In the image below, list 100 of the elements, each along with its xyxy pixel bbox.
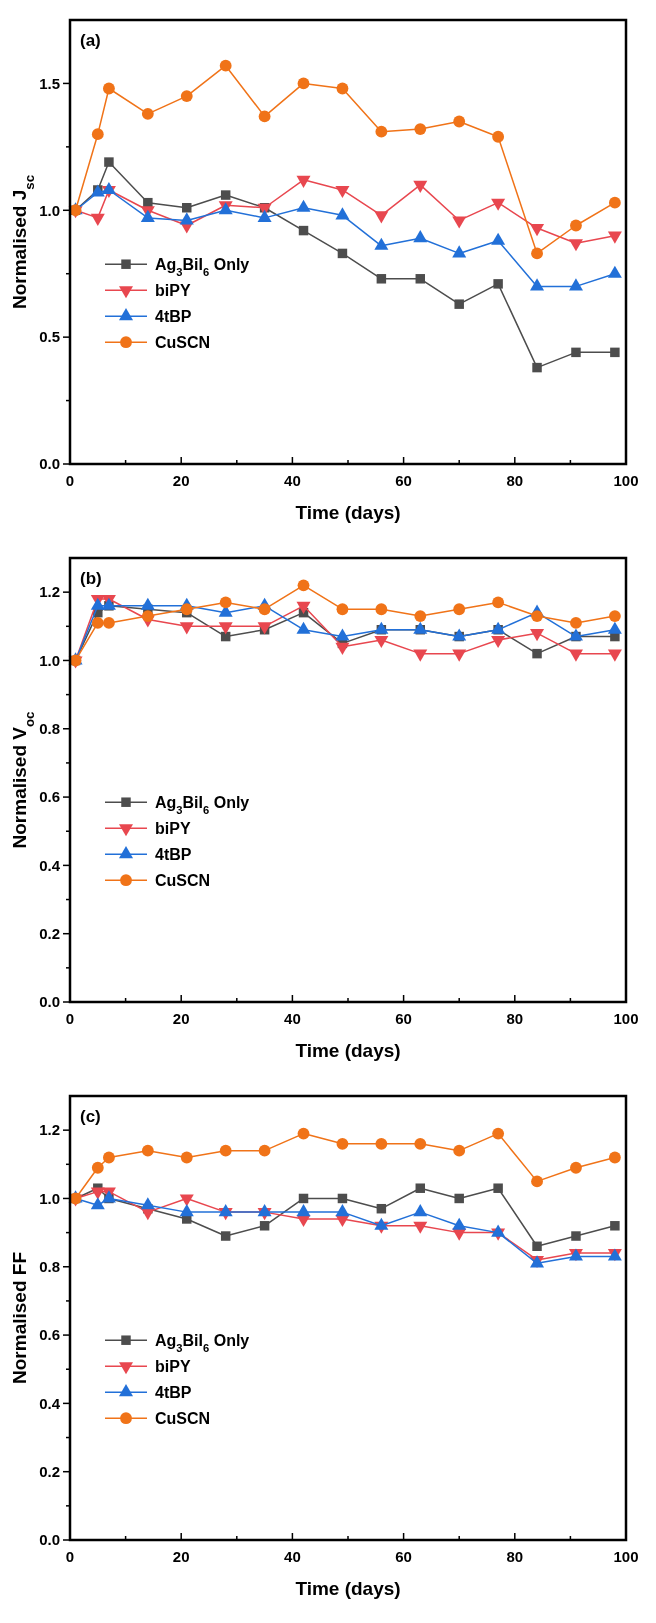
annotation: (c): [80, 1107, 101, 1126]
x-tick-label: 20: [172, 472, 190, 489]
x-tick-label: 60: [395, 1548, 412, 1565]
point: [179, 212, 194, 225]
point: [335, 207, 350, 220]
y-tick-label: 1.2: [39, 583, 60, 601]
point: [413, 1221, 428, 1234]
point: [91, 1161, 104, 1174]
y-tick-label: 0.4: [39, 1394, 61, 1412]
point: [258, 1144, 271, 1157]
y-tick-label: 0.2: [39, 924, 60, 942]
legend-label: 4tBP: [155, 1383, 192, 1401]
point: [219, 1144, 232, 1157]
point: [571, 1231, 581, 1241]
x-tick-label: 60: [395, 1010, 412, 1027]
x-tick-label: 100: [613, 1010, 639, 1027]
point: [413, 230, 428, 243]
point: [608, 1151, 621, 1164]
y-tick-label: 0.0: [39, 455, 60, 473]
y-tick-label: 0.6: [39, 788, 60, 806]
legend-label: CuSCN: [155, 333, 211, 351]
legend-label: CuSCN: [155, 871, 211, 889]
y-tick-label: 0.8: [39, 720, 60, 738]
point: [568, 278, 583, 291]
x-tick-label: 20: [172, 1010, 190, 1027]
point: [415, 274, 426, 284]
point: [336, 1137, 349, 1150]
point: [103, 1151, 115, 1164]
point: [298, 225, 309, 236]
y-tick-label: 0.0: [39, 993, 60, 1011]
point: [531, 247, 543, 260]
legend-label: biPY: [155, 819, 191, 837]
y-tick-label: 0.8: [39, 1258, 60, 1276]
point: [608, 196, 621, 209]
point: [530, 278, 545, 291]
point: [454, 1193, 464, 1204]
point: [298, 1193, 309, 1204]
point: [610, 1221, 620, 1231]
x-tick-label: 20: [172, 1548, 190, 1565]
point: [532, 1241, 542, 1252]
point: [180, 90, 193, 103]
x-tick-label: 80: [506, 1010, 524, 1027]
legend-label: 4tBP: [155, 307, 192, 325]
point: [571, 347, 581, 358]
point: [376, 1203, 387, 1214]
y-tick-label: 0.5: [39, 328, 60, 346]
point: [375, 125, 388, 138]
point: [531, 1175, 543, 1188]
legend-label: CuSCN: [155, 1409, 211, 1427]
point: [218, 1204, 233, 1217]
point: [337, 248, 348, 259]
y-tick-label: 1.0: [39, 651, 60, 669]
x-tick-label: 40: [284, 1548, 301, 1565]
point: [454, 299, 464, 309]
point: [532, 362, 542, 373]
point: [453, 115, 466, 128]
x-axis-title: Time (days): [295, 1040, 401, 1061]
point: [413, 180, 428, 193]
point: [220, 190, 231, 200]
point: [219, 59, 232, 72]
point: [335, 1204, 350, 1217]
point: [220, 1231, 231, 1241]
point: [90, 1197, 105, 1210]
x-axis-title: Time (days): [295, 1578, 401, 1599]
x-tick-label: 80: [506, 472, 524, 489]
point: [141, 1144, 154, 1157]
point: [610, 347, 620, 358]
point: [90, 213, 105, 226]
point: [180, 1151, 193, 1164]
point: [492, 1127, 505, 1140]
legend-label: Ag$_{3}$BiI$_{6}$ Only: [155, 255, 250, 278]
point: [104, 157, 114, 167]
point: [414, 1137, 427, 1150]
point: [493, 1183, 503, 1193]
y-tick-label: 1.0: [39, 201, 60, 219]
legend-label: 4tBP: [155, 845, 192, 863]
x-tick-label: 40: [284, 1010, 301, 1027]
point: [91, 128, 104, 141]
x-tick-label: 40: [284, 472, 301, 489]
x-tick-label: 100: [613, 1548, 639, 1565]
y-tick-label: 0.6: [39, 1326, 60, 1344]
point: [607, 231, 622, 244]
x-tick-label: 0: [65, 472, 75, 489]
point: [297, 77, 310, 90]
point: [415, 1183, 426, 1193]
point: [179, 1204, 194, 1217]
point: [258, 110, 271, 123]
annotation: (b): [80, 569, 102, 588]
y-axis-title: Normalised FF: [9, 1252, 30, 1384]
point: [103, 82, 115, 95]
point: [182, 203, 192, 213]
point: [335, 185, 350, 199]
point: [452, 245, 467, 258]
point: [375, 1137, 388, 1150]
point: [491, 198, 506, 211]
point: [296, 1204, 311, 1217]
x-tick-label: 60: [395, 472, 412, 489]
x-axis-title: Time (days): [295, 502, 401, 523]
y-tick-label: 0.2: [39, 1462, 60, 1480]
legend-label: Ag$_{3}$BiI$_{6}$ Only: [155, 1331, 250, 1354]
